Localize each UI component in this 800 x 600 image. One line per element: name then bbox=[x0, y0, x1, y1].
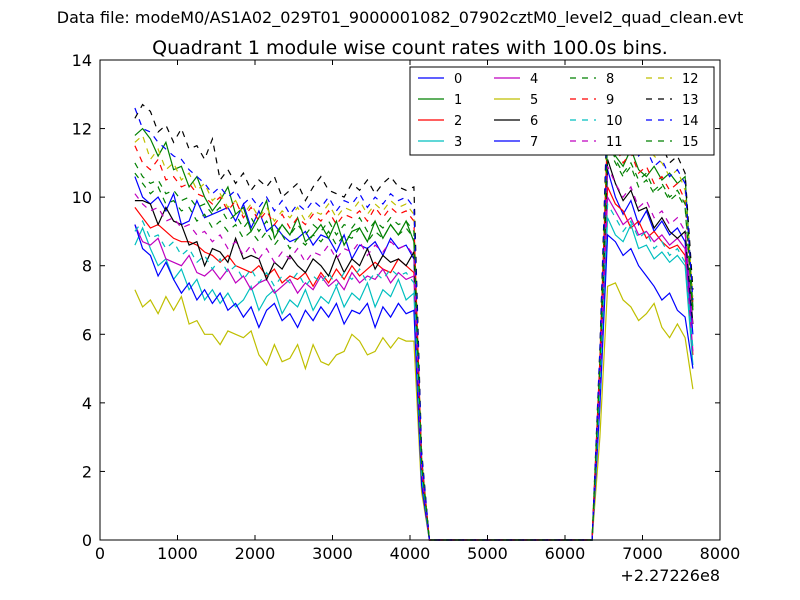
legend-label-14: 14 bbox=[682, 114, 699, 129]
legend-label-15: 15 bbox=[682, 135, 699, 150]
series-line-10 bbox=[134, 201, 694, 541]
x-tick-label: 6000 bbox=[545, 544, 586, 563]
x-tick-label: 4000 bbox=[390, 544, 431, 563]
legend-label-11: 11 bbox=[606, 135, 623, 150]
legend-label-0: 0 bbox=[454, 72, 462, 87]
x-tick-label: 3000 bbox=[312, 544, 353, 563]
legend-label-2: 2 bbox=[454, 114, 462, 129]
series-line-12 bbox=[134, 102, 694, 541]
chart-title: Quadrant 1 module wise count rates with … bbox=[152, 37, 668, 59]
x-tick-label: 7000 bbox=[622, 544, 663, 563]
series-layer bbox=[134, 97, 694, 541]
y-tick-label: 10 bbox=[72, 188, 92, 207]
y-tick-label: 6 bbox=[82, 325, 92, 344]
legend-label-3: 3 bbox=[454, 135, 462, 150]
legend-label-7: 7 bbox=[530, 135, 538, 150]
legend-label-1: 1 bbox=[454, 93, 462, 108]
x-tick-label: 2000 bbox=[235, 544, 276, 563]
y-tick-label: 14 bbox=[72, 51, 92, 70]
x-tick-label: 0 bbox=[95, 544, 105, 563]
y-tick-label: 2 bbox=[82, 462, 92, 481]
series-line-7 bbox=[134, 224, 694, 541]
legend-label-5: 5 bbox=[530, 93, 538, 108]
legend-label-8: 8 bbox=[606, 72, 614, 87]
series-line-5 bbox=[134, 282, 694, 541]
ticks-layer: 0 1000 2000 3000 4000 5000 6000 7000 80000246810… bbox=[72, 51, 741, 563]
series-line-15 bbox=[134, 138, 694, 541]
y-tick-label: 0 bbox=[82, 531, 92, 550]
x-tick-label: 8000 bbox=[700, 544, 741, 563]
series-line-11 bbox=[134, 166, 694, 541]
legend-label-13: 13 bbox=[682, 93, 699, 108]
y-tick-label: 12 bbox=[72, 120, 92, 139]
y-tick-label: 4 bbox=[82, 394, 92, 413]
legend-label-9: 9 bbox=[606, 93, 614, 108]
figure-suptitle: Data file: modeM0/AS1A02_029T01_90000010… bbox=[57, 8, 743, 28]
x-tick-label: 5000 bbox=[467, 544, 508, 563]
y-tick-label: 8 bbox=[82, 257, 92, 276]
x-offset-label: +2.27226e8 bbox=[620, 566, 720, 585]
legend-label-4: 4 bbox=[530, 72, 538, 87]
legend-box bbox=[409, 66, 715, 156]
legend-label-6: 6 bbox=[530, 114, 538, 129]
x-tick-label: 1000 bbox=[157, 544, 198, 563]
legend-label-10: 10 bbox=[606, 114, 623, 129]
legend-label-12: 12 bbox=[682, 72, 699, 87]
